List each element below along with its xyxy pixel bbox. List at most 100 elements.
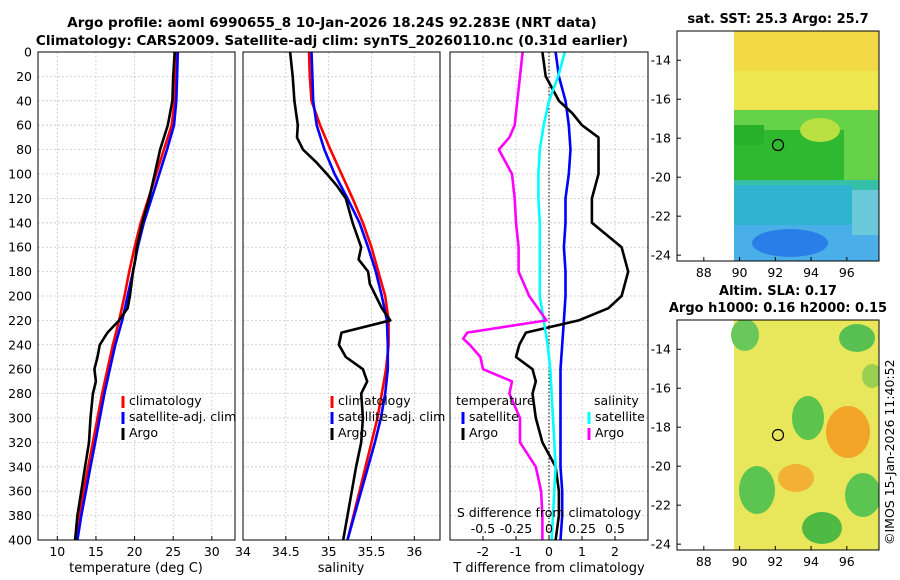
map-y-tick-label: -22 xyxy=(651,209,671,224)
y-tick-label: 80 xyxy=(16,142,32,157)
series-climatology xyxy=(307,51,390,541)
difference-legend-temperature: temperature satellite Argo xyxy=(456,393,535,440)
difference-top-xlabel: S difference from climatology xyxy=(457,505,642,520)
legend-s-argo: Argo xyxy=(595,425,624,440)
map-x-tick-label: 88 xyxy=(696,265,712,280)
y-tick-label: 400 xyxy=(8,533,32,548)
y-tick-label: 260 xyxy=(8,362,32,377)
legend-satellite-adj-clim: satellite-adj. clim xyxy=(129,409,236,424)
y-tick-label: 0 xyxy=(24,45,32,60)
temperature-panel: 10 15 20 25 30 0 20 40 60 80 100 120 140 160 180 200 22… xyxy=(8,45,236,577)
y-tick-label: 280 xyxy=(8,386,32,401)
top-x-tick-label: -0.25 xyxy=(500,521,532,536)
top-x-tick-label: -0.5 xyxy=(471,521,495,536)
series-t-satellite xyxy=(554,51,572,541)
series-satellite-adj-clim xyxy=(310,51,390,541)
sla-map: Altim. SLA: 0.17 Argo h1000: 0.16 h2000:… xyxy=(651,284,888,569)
x-tick-label: 30 xyxy=(204,544,220,559)
series-t-argo xyxy=(514,51,630,541)
sla-title-2: Argo h1000: 0.16 h2000: 0.15 xyxy=(669,301,887,316)
map-y-tick-label: -16 xyxy=(651,92,671,107)
x-tick-label: 1 xyxy=(578,544,586,559)
legend-climatology-s: climatology xyxy=(338,393,411,408)
map-y-tick-label: -18 xyxy=(651,420,671,435)
sla-title-1: Altim. SLA: 0.17 xyxy=(719,284,837,299)
series-argo xyxy=(73,51,176,541)
series-climatology xyxy=(73,51,178,541)
y-tick-label: 60 xyxy=(16,118,32,133)
legend-temperature-heading: temperature xyxy=(456,393,535,408)
y-tick-label: 20 xyxy=(16,69,32,84)
series-s-satellite xyxy=(537,51,567,541)
x-tick-label: 0 xyxy=(545,544,553,559)
sla-argo-marker xyxy=(771,428,785,442)
x-tick-label: -2 xyxy=(477,544,489,559)
salinity-panel: 34 34.5 35 35.5 36 salinity climatology sate… xyxy=(235,51,445,576)
y-tick-label: 100 xyxy=(8,167,32,182)
x-tick-label: 10 xyxy=(49,544,65,559)
y-tick-label: 320 xyxy=(8,435,32,450)
sst-argo-marker xyxy=(771,138,785,152)
top-x-tick-label: 0 xyxy=(545,521,553,536)
series-argo xyxy=(288,51,392,541)
x-tick-label: 36 xyxy=(406,544,422,559)
map-y-tick-label: -16 xyxy=(651,381,671,396)
title-line-2: Climatology: CARS2009. Satellite-adj cli… xyxy=(36,33,628,49)
map-y-tick-label: -18 xyxy=(651,131,671,146)
legend-argo: Argo xyxy=(129,425,158,440)
map-x-tick-label: 96 xyxy=(839,265,855,280)
x-tick-label: 15 xyxy=(88,544,104,559)
x-tick-label: 34 xyxy=(235,544,251,559)
legend-climatology: climatology xyxy=(129,393,202,408)
difference-panel: -2 -1 0 1 2 T difference from climatology S … xyxy=(449,51,649,576)
y-tick-label: 120 xyxy=(8,191,32,206)
y-tick-label: 240 xyxy=(8,337,32,352)
legend-t-satellite: satellite xyxy=(469,409,519,424)
map-x-tick-label: 88 xyxy=(696,554,712,569)
y-tick-label: 340 xyxy=(8,459,32,474)
legend-salinity-heading: salinity xyxy=(594,393,639,408)
x-tick-label: 2 xyxy=(611,544,619,559)
x-tick-label: -1 xyxy=(510,544,522,559)
x-tick-label: 35 xyxy=(321,544,337,559)
map-y-tick-label: -24 xyxy=(651,537,671,552)
x-tick-label: 25 xyxy=(165,544,181,559)
y-tick-label: 140 xyxy=(8,215,32,230)
y-tick-label: 380 xyxy=(8,508,32,523)
salinity-xlabel: salinity xyxy=(318,561,365,576)
legend-satellite-adj-clim-s: satellite-adj. clim xyxy=(338,409,445,424)
map-x-tick-label: 94 xyxy=(803,265,819,280)
top-x-tick-label: 0.5 xyxy=(605,521,625,536)
map-y-tick-label: -14 xyxy=(651,342,671,357)
map-x-tick-label: 92 xyxy=(767,554,783,569)
series-s-argo xyxy=(461,51,548,540)
y-tick-label: 360 xyxy=(8,484,32,499)
sla-field xyxy=(731,320,879,550)
map-y-tick-label: -20 xyxy=(651,459,671,474)
x-tick-label: 20 xyxy=(127,544,143,559)
x-tick-label: 35.5 xyxy=(358,544,386,559)
y-tick-label: 40 xyxy=(16,93,32,108)
map-y-tick-label: -14 xyxy=(651,53,671,68)
sst-title: sat. SST: 25.3 Argo: 25.7 xyxy=(687,12,868,27)
difference-legend-salinity: salinity satellite Argo xyxy=(587,393,645,440)
title-line-1: Argo profile: aoml 6990655_8 10-Jan-2026… xyxy=(67,15,596,31)
map-x-tick-label: 94 xyxy=(803,554,819,569)
series-satellite-adj-clim xyxy=(76,51,180,541)
map-x-tick-label: 90 xyxy=(732,554,748,569)
salinity-legend: climatology satellite-adj. clim Argo xyxy=(330,393,445,440)
map-y-tick-label: -22 xyxy=(651,498,671,513)
y-tick-label: 180 xyxy=(8,264,32,279)
top-x-tick-label: 0.25 xyxy=(568,521,596,536)
legend-argo-s: Argo xyxy=(338,425,367,440)
sst-field xyxy=(734,31,879,261)
map-y-tick-label: -24 xyxy=(651,248,671,263)
y-tick-label: 200 xyxy=(8,289,32,304)
map-x-tick-label: 96 xyxy=(839,554,855,569)
y-tick-label: 300 xyxy=(8,411,32,426)
imos-timestamp: ©IMOS 15-Jan-2026 11:40:52 xyxy=(882,359,897,545)
sst-map: sat. SST: 25.3 Argo: 25.7 88 90 92 94 96 -14… xyxy=(651,12,880,280)
map-y-tick-label: -20 xyxy=(651,170,671,185)
map-x-tick-label: 92 xyxy=(767,265,783,280)
legend-t-argo: Argo xyxy=(469,425,498,440)
